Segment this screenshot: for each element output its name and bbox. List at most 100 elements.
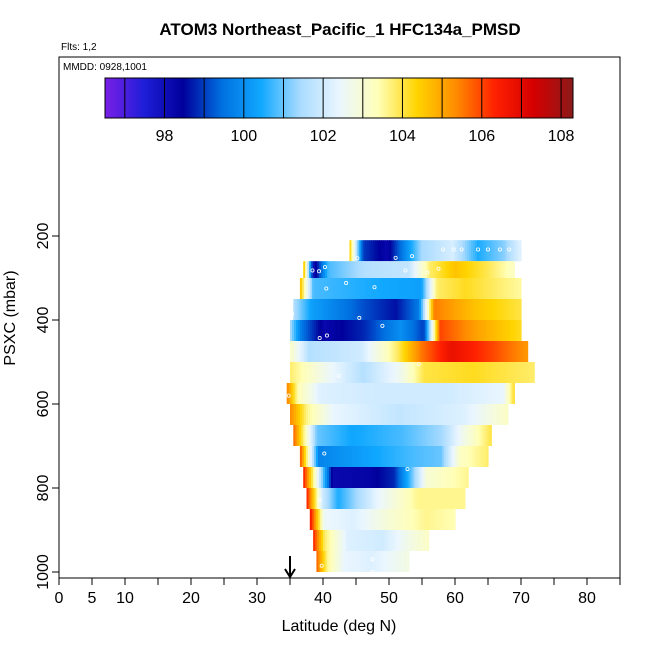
curtain-cell [393,278,397,299]
curtain-cell [460,261,464,278]
observation-point [336,373,341,378]
curtain-cell [372,488,376,509]
curtain-cell [526,362,529,383]
curtain-cell [377,404,381,425]
curtain-cell [426,530,430,551]
curtain-cell [423,509,426,530]
curtain-cell [413,320,417,341]
curtain-cell [345,299,348,320]
curtain-cell [421,404,425,425]
curtain-cell [352,467,356,488]
curtain-cell [453,425,456,446]
curtain-cell [327,261,330,278]
curtain-cell [377,341,381,362]
curtain-cell [395,446,399,467]
curtain-cell [403,320,407,341]
curtain-cell [427,299,430,320]
curtain-cell [372,261,376,278]
curtain-cell [505,320,508,341]
curtain-cell [395,299,398,320]
colorbar-tick-label: 100 [230,128,257,145]
curtain-cell [456,383,460,404]
curtain-cell [359,425,362,446]
curtain-cell [452,261,456,278]
curtain-cell [394,530,398,551]
curtain-cell [307,299,310,320]
curtain-cell [337,278,341,299]
curtain-layer [290,341,529,362]
curtain-cell [431,446,435,467]
curtain-cell [419,404,423,425]
curtain-cell [471,446,475,467]
curtain-cell [389,509,392,530]
curtain-cell [313,509,317,530]
curtain-cell [501,404,505,425]
curtain-cell [371,404,375,425]
curtain-cell [380,383,384,404]
curtain-layer [290,362,535,383]
curtain-cell [322,488,326,509]
curtain-cell [316,551,320,572]
curtain-cell [450,488,454,509]
observation-point [324,286,329,291]
curtain-cell [437,404,441,425]
curtain-cell [341,425,344,446]
curtain-cell [382,261,386,278]
curtain-cell [436,488,440,509]
curtain-cell [405,341,409,362]
curtain-cell [384,362,387,383]
curtain-cell [477,446,481,467]
curtain-cell [398,261,402,278]
curtain-cell [494,261,498,278]
curtain-cell [484,261,488,278]
curtain-cell [430,488,434,509]
curtain-cell [317,404,321,425]
curtain-cell [421,278,424,299]
curtain-cell [322,383,326,404]
curtain-cell [432,383,436,404]
curtain-cell [369,509,373,530]
curtain-cell [286,383,290,404]
curtain-cell [479,299,482,320]
curtain-cell [403,278,407,299]
curtain-cell [425,299,428,320]
curtain-cell [418,467,422,488]
curtain-cell [356,551,360,572]
curtain-cell [339,425,342,446]
observation-point [507,247,512,252]
curtain-cell [372,362,375,383]
curtain-cell [344,488,348,509]
curtain-cell [310,488,314,509]
curtain-cell [351,240,354,262]
curtain-cell [333,446,337,467]
curtain-cell [293,299,296,320]
curtain-cell [448,488,452,509]
curtain-cell [473,446,477,467]
curtain-cell [325,446,329,467]
curtain-cell [351,341,355,362]
curtain-cell [358,362,361,383]
curtain-cell [371,425,374,446]
curtain-cell [385,446,389,467]
curtain-cell [451,446,455,467]
curtain-cell [485,425,488,446]
curtain-cell [382,551,386,572]
curtain-cell [429,404,433,425]
marker-head [284,568,296,579]
curtain-cell [341,341,345,362]
curtain-cell [309,341,313,362]
curtain-cell [411,404,415,425]
curtain-cell [386,488,390,509]
curtain-cell [400,362,403,383]
curtain-cell [343,320,347,341]
curtain-cell [407,446,411,467]
curtain-cell [310,383,314,404]
curtain-cell [463,320,466,341]
curtain-cell [407,240,410,262]
curtain-cell [337,341,341,362]
curtain-cell [354,551,358,572]
curtain-cell [452,467,455,488]
curtain-cell [427,446,431,467]
curtain-cell [396,488,400,509]
